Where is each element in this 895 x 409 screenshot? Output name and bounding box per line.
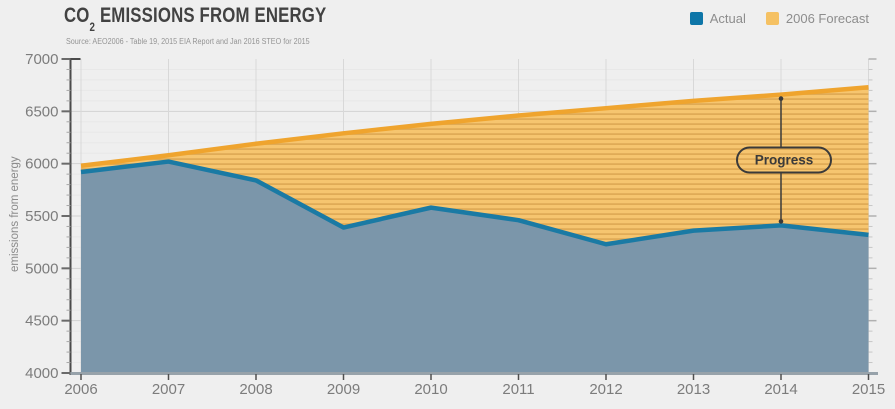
y-axis-tick-label: 6000 xyxy=(25,156,58,173)
y-axis-tick-label: 4000 xyxy=(25,365,58,382)
x-axis-tick-label: 2009 xyxy=(327,381,360,398)
forecast-line xyxy=(80,85,869,168)
legend-label: 2006 Forecast xyxy=(785,11,869,26)
x-axis-tick-label: 2008 xyxy=(239,381,272,398)
x-axis-tick-label: 2007 xyxy=(152,381,185,398)
progress-connector-bottom-dot xyxy=(778,219,784,224)
source-note: Source: AEO2006 - Table 19, 2015 EIA Rep… xyxy=(66,37,310,46)
x-axis-tick-label: 2012 xyxy=(589,381,622,398)
chart-title-subscript: 2 xyxy=(89,20,96,35)
legend-label: Actual xyxy=(709,11,746,26)
progress-annotation-label: Progress xyxy=(755,153,814,168)
y-axis-tick-label: 5500 xyxy=(25,208,58,225)
actual-area xyxy=(81,161,869,373)
x-axis-tick-label: 2010 xyxy=(414,381,447,398)
chart-title: CO2 EMISSIONS FROM ENERGY xyxy=(64,4,327,34)
x-axis-tick-label: 2011 xyxy=(502,381,534,398)
legend-swatch xyxy=(689,12,703,25)
x-axis-tick-label: 2006 xyxy=(64,381,97,398)
legend: Actual 2006 Forecast xyxy=(689,11,869,26)
x-axis-tick-label: 2015 xyxy=(852,381,885,398)
legend-swatch xyxy=(765,12,779,25)
y-axis-tick-label: 4500 xyxy=(25,313,58,330)
y-axis-tick-label: 7000 xyxy=(25,51,58,68)
legend-item-2006-forecast[interactable]: 2006 Forecast xyxy=(765,11,869,26)
y-axis-title: emissions from energy xyxy=(9,156,21,272)
x-axis-tick-label: 2013 xyxy=(677,381,710,398)
chart-title-co: CO xyxy=(64,4,90,27)
legend-item-actual[interactable]: Actual xyxy=(689,11,746,26)
progress-badge xyxy=(736,146,832,174)
chart-title-rest: EMISSIONS FROM ENERGY xyxy=(95,4,327,27)
y-axis-tick-label: 5000 xyxy=(25,260,58,277)
x-axis-tick-label: 2014 xyxy=(764,381,797,398)
y-axis-tick-label: 6500 xyxy=(25,103,58,120)
actual-line xyxy=(80,159,869,247)
progress-connector-top-dot xyxy=(778,96,784,101)
